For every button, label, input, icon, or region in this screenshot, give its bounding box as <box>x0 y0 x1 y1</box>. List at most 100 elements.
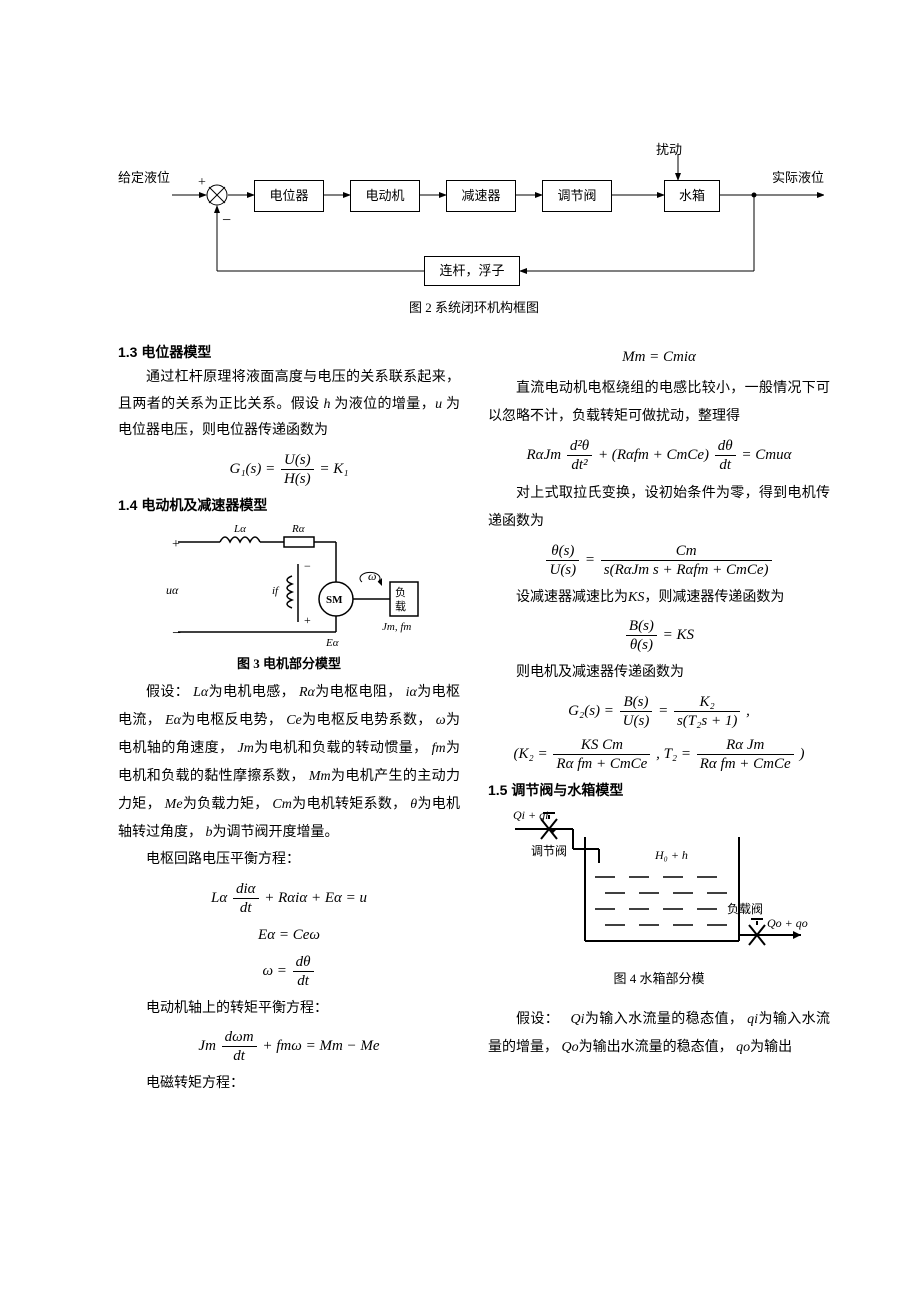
kt-dt: Rα fm + CmCe <box>697 755 794 773</box>
two-column-layout: 1.3 电位器模型 通过杠杆原理将液面高度与电压的关系联系起来，且两者的关系为正… <box>118 335 830 1098</box>
block-feedback: 连杆，浮子 <box>424 256 520 286</box>
sec-1-5-title: 1.5 调节阀与水箱模型 <box>488 779 830 801</box>
minus-sign: − <box>222 208 231 234</box>
v-R-d: 为电枢电阻， <box>315 685 402 700</box>
v-Qi: Qi <box>571 1012 585 1027</box>
block-tank: 水箱 <box>664 180 720 212</box>
ea3-w: ω <box>262 963 273 979</box>
v-Ce-d: 为电枢反电势系数， <box>302 713 432 728</box>
fig4-caption: 图 4 水箱部分模 <box>488 969 830 990</box>
kt-nk: KS Cm <box>553 736 650 755</box>
svg-text:+: + <box>172 537 180 552</box>
tq-Me: Me <box>360 1038 379 1054</box>
eq-armature-1: Lα diαdt + Rαiα + Eα = u <box>118 880 460 917</box>
svg-text:−: − <box>304 559 311 573</box>
v-Me: Me <box>165 797 183 812</box>
v-qo-d: 为输出 <box>750 1040 792 1055</box>
eb-Ra2: Rα <box>617 447 634 463</box>
eb-Cm: Cm <box>666 447 687 463</box>
sec15-vars: 假设： Qi为输入水流量的稳态值， qi为输入水流量的增量， Qo为输出水流量的… <box>488 1006 830 1062</box>
fig3-caption: 图 3 电机部分模型 <box>118 654 460 675</box>
ks-d: θ(s) <box>626 636 657 654</box>
circ-load1: 负 <box>395 585 406 599</box>
eq-ks: B(s)θ(s) = KS <box>488 617 830 654</box>
circ-Jf: Jm, fm <box>382 621 411 633</box>
v-L-d: 为电机电感， <box>208 685 295 700</box>
ea2-Ce: Ce <box>293 927 310 943</box>
em-torque-label: 电磁转矩方程： <box>118 1071 460 1098</box>
v-i: iα <box>406 685 417 700</box>
laplace-text: 对上式取拉氏变换，设初始条件为零，得到电机传递函数为 <box>488 480 830 536</box>
fig4-tank: Qi + qi 调节阀 H₀ + h <box>509 807 809 967</box>
tank-valve-out: 负载阀 <box>727 902 763 916</box>
v-L: Lα <box>193 685 208 700</box>
kt-dk: Rα fm + CmCe <box>553 755 650 773</box>
ea1-ia: iα <box>295 890 307 906</box>
kt-T2: T₂ <box>664 746 678 762</box>
v-E-d: 为电枢反电势， <box>181 713 282 728</box>
circ-L: Lα <box>233 523 246 535</box>
g2-n2: K₂ <box>674 693 740 712</box>
v-Me-d: 为负载力矩， <box>183 797 269 812</box>
tf-dl: U(s) <box>546 561 579 579</box>
eb-Ra: Rα <box>527 447 544 463</box>
sec-1-3-text: 通过杠杆原理将液面高度与电压的关系联系起来，且两者的关系为正比关系。假设 h 为… <box>118 365 460 445</box>
summing-junction-icon <box>206 184 228 206</box>
eb-Jm: Jm <box>544 447 562 463</box>
eq-g1-rhs: = K₁ <box>319 461 348 477</box>
eb-n2: dθ <box>715 437 736 456</box>
armature-eq-label: 电枢回路电压平衡方程： <box>118 847 460 874</box>
v-R: Rα <box>299 685 315 700</box>
eMm-l: Mm <box>622 349 645 365</box>
eq-g1-lhs: G₁(s) = <box>229 461 279 477</box>
ks-t2: ，则减速器传递函数为 <box>644 590 784 605</box>
tf-nl: θ(s) <box>546 542 579 561</box>
tq-w: ω <box>291 1038 302 1054</box>
ea3-den: dt <box>293 972 314 990</box>
v-b: b <box>206 825 213 840</box>
v-Ce: Ce <box>286 713 302 728</box>
s15-assume: 假设： <box>516 1012 567 1027</box>
eMm-Cm: Cm <box>663 349 684 365</box>
eb-n1: d²θ <box>567 437 592 456</box>
circ-u: uα <box>166 583 179 597</box>
eq-k2-t2: (K₂ = KS CmRα fm + CmCe , T₂ = Rα JmRα f… <box>488 736 830 773</box>
comb-text: 则电机及减速器传递函数为 <box>488 660 830 687</box>
tank-level: H₀ + h <box>654 848 688 862</box>
block-potentiometer: 电位器 <box>254 180 324 212</box>
circ-if: if <box>272 585 280 597</box>
eq-g2: G₂(s) = B(s)U(s) = K₂s(T₂s + 1) , <box>488 693 830 730</box>
v-Qo-d: 为输出水流量的稳态值， <box>579 1040 733 1055</box>
ea3-num: dθ <box>293 953 314 972</box>
kt-nt: Rα Jm <box>697 736 794 755</box>
fig2-caption: 图 2 系统闭环机构框图 <box>118 298 830 319</box>
tq-fm: fm <box>276 1038 291 1054</box>
eb-Ce: Ce <box>687 447 704 463</box>
v-qi: qi <box>747 1012 758 1027</box>
output-label: 实际液位 <box>772 168 824 189</box>
circ-SM: SM <box>326 594 343 606</box>
ea1-u: u <box>360 890 368 906</box>
block-valve: 调节阀 <box>542 180 612 212</box>
sec13-t2: 为液位的增量， <box>330 397 435 412</box>
g2-d1: U(s) <box>620 712 653 730</box>
circ-load2: 载 <box>395 600 406 613</box>
svg-text:+: + <box>304 613 311 627</box>
v-Cm-d: 为电机转矩系数， <box>292 797 407 812</box>
ea2-w: ω <box>309 927 320 943</box>
eq-2nd-order: RαJm d²θdt² + (Rαfm + CmCe) dθdt = Cmuα <box>488 437 830 474</box>
ea1-den: dt <box>233 899 259 917</box>
g2-d2: s(T₂s + 1) <box>674 712 740 730</box>
svg-text:−: − <box>172 625 181 642</box>
v-E: Eα <box>165 713 181 728</box>
torque-eq-label: 电动机轴上的转矩平衡方程： <box>118 996 460 1023</box>
v-Cm: Cm <box>272 797 291 812</box>
block-diagram-fig2: 给定液位 扰动 实际液位 + − 电位器 电动机 减速器 调节阀 水箱 连杆，浮… <box>124 140 824 290</box>
tf-dr: s(RαJm s + Rαfm + CmCe) <box>601 561 772 579</box>
eb-d1: dt² <box>567 456 592 474</box>
eq-g1-den: H(s) <box>281 470 314 488</box>
eq-g1-num: U(s) <box>281 451 314 470</box>
left-column: 1.3 电位器模型 通过杠杆原理将液面高度与电压的关系联系起来，且两者的关系为正… <box>118 335 460 1098</box>
assume-lead: 假设： <box>146 685 189 700</box>
eq-armature-3: ω = dθdt <box>118 953 460 990</box>
